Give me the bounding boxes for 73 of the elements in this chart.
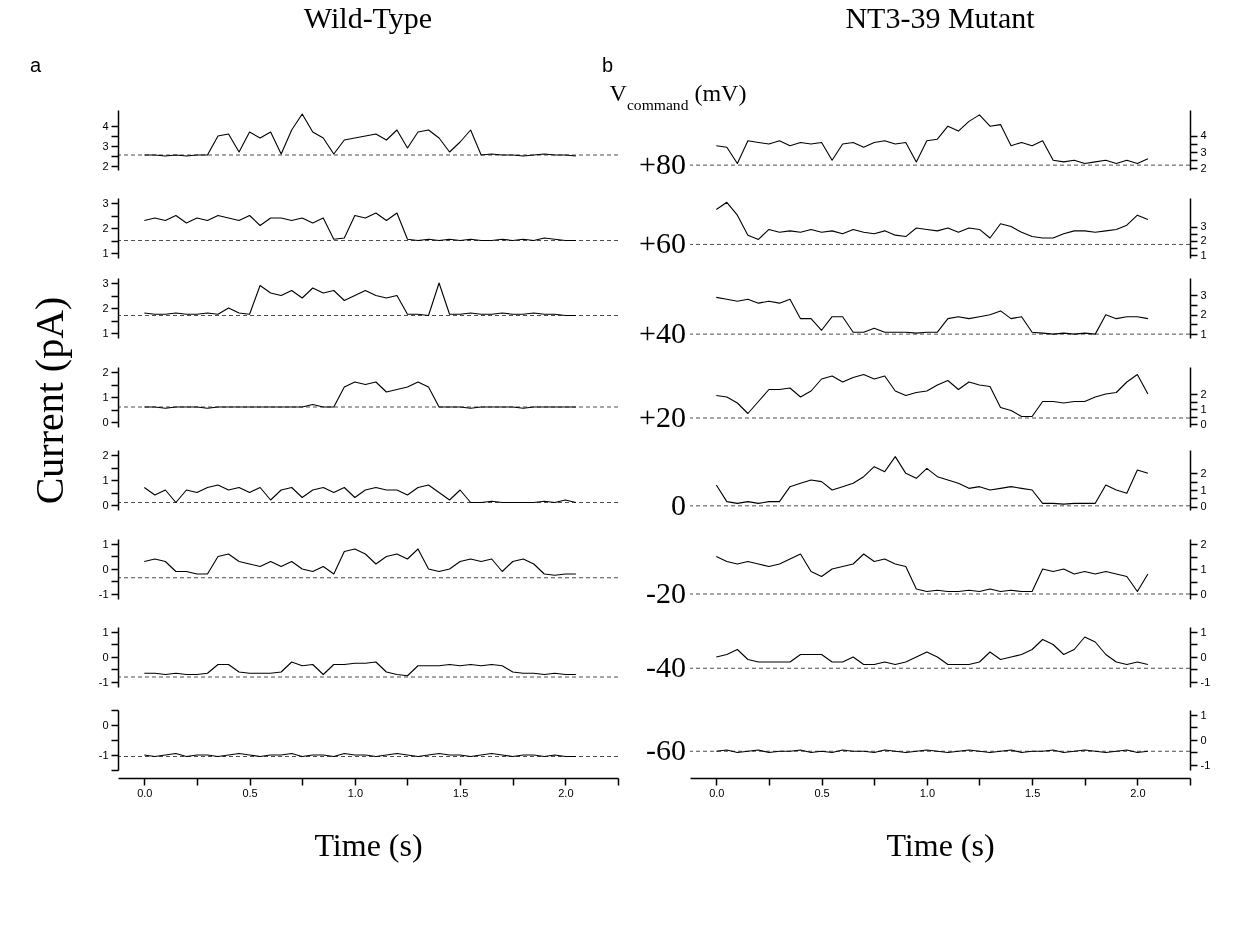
y2-tick-label: 2 <box>1200 234 1207 247</box>
y2-tick-label: 1 <box>1200 248 1207 261</box>
text: 0 <box>671 487 686 521</box>
y-tick-label: 2 <box>102 221 109 234</box>
x-tick-label: 0.5 <box>242 786 258 799</box>
y-tick-label: 0 <box>102 650 109 663</box>
y2-tick-label: 4 <box>1200 129 1207 142</box>
y-tick-label: 1 <box>102 390 109 403</box>
y2-tick-label: 1 <box>1200 483 1207 496</box>
y2-tick-label: 0 <box>1200 587 1207 600</box>
y-tick-label: 3 <box>102 139 109 152</box>
text: -60 <box>646 733 686 767</box>
y2-tick-label: 0 <box>1200 417 1207 430</box>
y-tick-label: -1 <box>98 587 109 600</box>
y-tick-label: 0 <box>102 415 109 428</box>
y-tick-label: 1 <box>102 246 109 259</box>
text: a <box>30 54 42 76</box>
text: +80 <box>639 147 686 181</box>
text: +60 <box>639 226 686 260</box>
y-axis-title: Current (pA) <box>26 296 74 504</box>
y2-tick-label: 1 <box>1200 562 1207 575</box>
y-tick-label: 4 <box>102 119 109 132</box>
x-tick-label: 1.5 <box>1024 786 1041 799</box>
annotation: V$_{command}$ (mV) <box>609 80 747 113</box>
x-tick-label: 0.0 <box>137 786 153 799</box>
x-tick-label: 1.0 <box>347 786 363 799</box>
y-tick-label: 2 <box>102 448 109 461</box>
y2-tick-label: 1 <box>1200 708 1207 721</box>
y2-tick-label: 2 <box>1200 466 1207 479</box>
y2-tick-label: 2 <box>1200 161 1207 174</box>
y2-tick-label: 2 <box>1200 537 1207 550</box>
y-tick-label: 1 <box>102 625 109 638</box>
x-axis-title: Time (s) <box>886 826 995 863</box>
y-tick-label: 0 <box>102 498 109 511</box>
y2-tick-label: 0 <box>1200 733 1207 746</box>
x-tick-label: 2.0 <box>558 786 574 799</box>
y2-tick-label: 2 <box>1200 387 1207 400</box>
x-axis-title: Time (s) <box>314 826 423 863</box>
y2-tick-label: 1 <box>1200 327 1207 340</box>
y-tick-label: 0 <box>102 718 109 731</box>
y-tick-label: 3 <box>102 196 109 209</box>
y-tick-label: 2 <box>102 159 109 172</box>
y2-tick-label: 2 <box>1200 308 1207 321</box>
text: +20 <box>639 400 686 433</box>
y2-tick-label: -1 <box>1200 675 1211 688</box>
y2-tick-label: 1 <box>1200 625 1207 638</box>
y-tick-label: 1 <box>102 326 109 339</box>
y-tick-label: 3 <box>102 276 109 289</box>
y2-tick-label: 3 <box>1200 145 1207 158</box>
y-tick-label: 1 <box>102 473 109 486</box>
y2-tick-label: 3 <box>1200 288 1207 301</box>
text: b <box>602 54 614 76</box>
chart-title: Wild-Type <box>303 1 433 34</box>
y2-tick-label: 1 <box>1200 402 1207 415</box>
y2-tick-label: -1 <box>1200 758 1211 771</box>
text: +40 <box>639 316 686 350</box>
x-tick-label: 1.0 <box>919 786 935 799</box>
chart-title: NT3-39 Mutant <box>845 1 1036 34</box>
y2-tick-label: 0 <box>1200 650 1207 663</box>
y-tick-label: 0 <box>102 562 109 575</box>
y2-tick-label: 3 <box>1200 220 1207 233</box>
y2-tick-label: 0 <box>1200 500 1207 513</box>
x-tick-label: 2.0 <box>1130 786 1146 799</box>
x-tick-label: 0.0 <box>709 786 725 799</box>
text: -40 <box>646 650 686 684</box>
y-tick-label: 2 <box>102 301 109 314</box>
x-tick-label: 1.5 <box>452 786 469 799</box>
x-tick-label: 0.5 <box>814 786 830 799</box>
text: -20 <box>646 576 686 609</box>
y-tick-label: 2 <box>102 365 109 378</box>
y-tick-label: -1 <box>98 748 109 761</box>
y-tick-label: 1 <box>102 537 109 550</box>
y-tick-label: -1 <box>98 675 109 688</box>
